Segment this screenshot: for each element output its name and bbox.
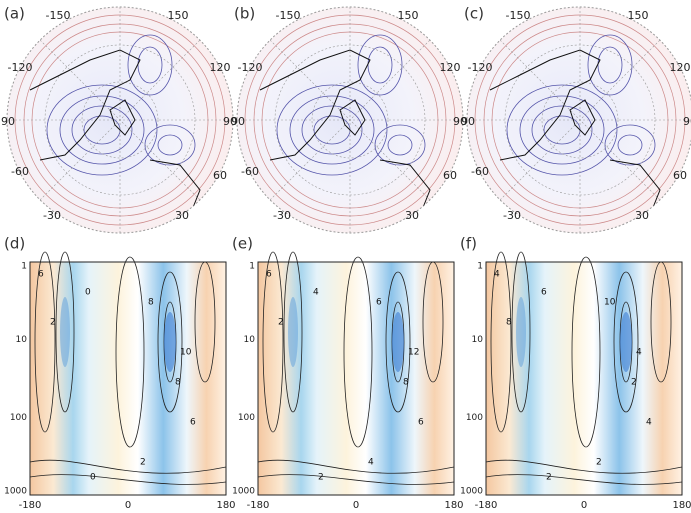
contour-label: 12 — [408, 348, 419, 358]
x-tick-label: 0 — [581, 500, 587, 511]
x-tick-label: -180 — [247, 500, 270, 511]
lon-label: 120 — [210, 61, 231, 74]
x-tick-label: 0 — [353, 500, 359, 511]
lon-label: 60 — [443, 169, 457, 182]
lon-label: 150 — [628, 9, 649, 22]
contour-label: 0 — [85, 288, 91, 298]
contour-label: 6 — [190, 418, 196, 428]
section-plot — [29, 251, 227, 496]
y-tick-label: 1000 — [232, 487, 255, 497]
panel-label: (d) — [4, 235, 25, 253]
lon-label: -120 — [468, 61, 493, 74]
y-tick-label: 100 — [10, 413, 27, 423]
contour-label: 2 — [50, 318, 56, 328]
lon-label: 60 — [213, 169, 227, 182]
contour-label: 6 — [418, 418, 424, 428]
lon-label: -60 — [11, 165, 29, 178]
lon-label: 30 — [175, 209, 189, 222]
panel-label: (c) — [464, 5, 484, 23]
lon-label: 90 — [453, 115, 467, 128]
lon-label: -120 — [8, 61, 33, 74]
x-tick-label: -180 — [19, 500, 42, 511]
x-tick-label: 180 — [216, 500, 235, 511]
y-tick-label: 100 — [466, 413, 483, 423]
y-tick-label: 100 — [238, 413, 255, 423]
lon-label: 90 — [223, 115, 237, 128]
contour-label: 2 — [140, 458, 146, 468]
lon-label: 60 — [673, 169, 687, 182]
contour-label: 2 — [596, 458, 602, 468]
lon-label: -60 — [241, 165, 259, 178]
contour-label: 4 — [646, 418, 652, 428]
x-tick-label: 180 — [672, 500, 691, 511]
contour-label: 8 — [175, 378, 181, 388]
lon-label: -150 — [46, 9, 71, 22]
y-tick-label: 1 — [249, 262, 255, 272]
y-tick-label: 10 — [472, 335, 484, 345]
lon-label: 90 — [231, 115, 245, 128]
contour-label: 10 — [180, 348, 192, 358]
lon-label: 90 — [683, 115, 691, 128]
polar-map — [467, 7, 691, 233]
y-tick-label: 1 — [477, 262, 483, 272]
lon-label: 90 — [1, 115, 15, 128]
y-tick-label: 10 — [244, 335, 256, 345]
lon-label: 30 — [635, 209, 649, 222]
x-tick-label: 180 — [444, 500, 463, 511]
lon-label: 150 — [398, 9, 419, 22]
y-tick-label: 1 — [21, 262, 27, 272]
section-plot — [485, 251, 683, 496]
lon-label: -30 — [503, 209, 521, 222]
contour-label: 2 — [546, 473, 552, 483]
y-tick-label: 10 — [16, 335, 28, 345]
lon-label: 30 — [405, 209, 419, 222]
contour-label: 6 — [541, 288, 547, 298]
contour-label: 4 — [494, 270, 500, 280]
contour-label: 8 — [403, 378, 409, 388]
contour-label: 8 — [148, 298, 154, 308]
lon-label: -120 — [238, 61, 263, 74]
contour-label: 4 — [636, 348, 642, 358]
lon-label: -150 — [506, 9, 531, 22]
contour-label: 8 — [506, 318, 512, 328]
lon-label: 120 — [670, 61, 691, 74]
contour-label: 2 — [318, 473, 324, 483]
contour-label: 6 — [376, 298, 382, 308]
contour-label: 6 — [38, 270, 44, 280]
panel-label: (a) — [4, 5, 25, 23]
panel-label: (b) — [234, 5, 255, 23]
contour-label: 0 — [90, 473, 96, 483]
lon-label: -60 — [471, 165, 489, 178]
section-plot — [257, 251, 455, 496]
lon-label: 150 — [168, 9, 189, 22]
y-tick-label: 1000 — [460, 487, 483, 497]
contour-label: 2 — [631, 378, 637, 388]
lon-label: 120 — [440, 61, 461, 74]
lon-label: 90 — [461, 115, 475, 128]
lon-label: -150 — [276, 9, 301, 22]
contour-label: 6 — [266, 270, 272, 280]
lon-label: -30 — [273, 209, 291, 222]
polar-map — [237, 7, 463, 233]
contour-label: 10 — [604, 298, 616, 308]
contour-label: 2 — [278, 318, 284, 328]
contour-label: 4 — [313, 288, 319, 298]
panel-label: (e) — [232, 235, 253, 253]
panel-label: (f) — [460, 235, 477, 253]
lon-label: -30 — [43, 209, 61, 222]
polar-map — [7, 7, 233, 233]
contour-label: 4 — [368, 458, 374, 468]
x-tick-label: -180 — [475, 500, 498, 511]
x-tick-label: 0 — [125, 500, 131, 511]
y-tick-label: 1000 — [4, 487, 27, 497]
panels — [7, 7, 691, 496]
